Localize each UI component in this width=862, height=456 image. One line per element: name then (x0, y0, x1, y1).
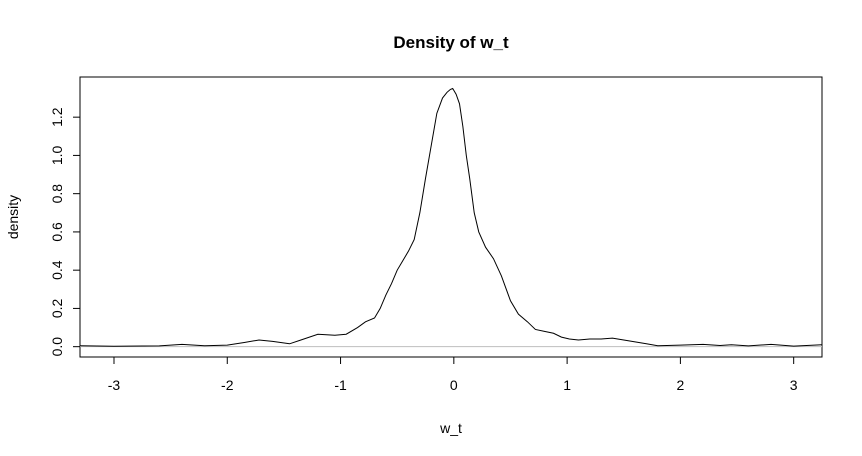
y-axis-label: density (5, 195, 21, 239)
density-curve (79, 87, 823, 347)
x-tick-label: -3 (108, 377, 121, 393)
y-tick-label: 1.0 (49, 145, 65, 165)
x-tick-label: -1 (334, 377, 347, 393)
x-axis-label: w_t (439, 420, 462, 436)
y-tick-label: 0.8 (49, 184, 65, 204)
x-tick-label: 1 (563, 377, 571, 393)
y-tick-label: 0.4 (49, 260, 65, 280)
y-axis: 0.0 0.2 0.4 0.6 0.8 1.0 1.2 (49, 107, 80, 356)
y-tick-label: 0.0 (49, 337, 65, 357)
chart-title: Density of w_t (393, 33, 509, 52)
y-tick-label: 1.2 (49, 107, 65, 127)
x-axis: -3 -2 -1 0 1 2 3 (108, 357, 798, 393)
plot-frame (79, 76, 823, 358)
y-tick-label: 0.2 (49, 298, 65, 318)
x-tick-label: -2 (221, 377, 234, 393)
x-tick-label: 3 (790, 377, 798, 393)
x-tick-label: 0 (450, 377, 458, 393)
x-tick-label: 2 (676, 377, 684, 393)
y-tick-label: 0.6 (49, 222, 65, 242)
